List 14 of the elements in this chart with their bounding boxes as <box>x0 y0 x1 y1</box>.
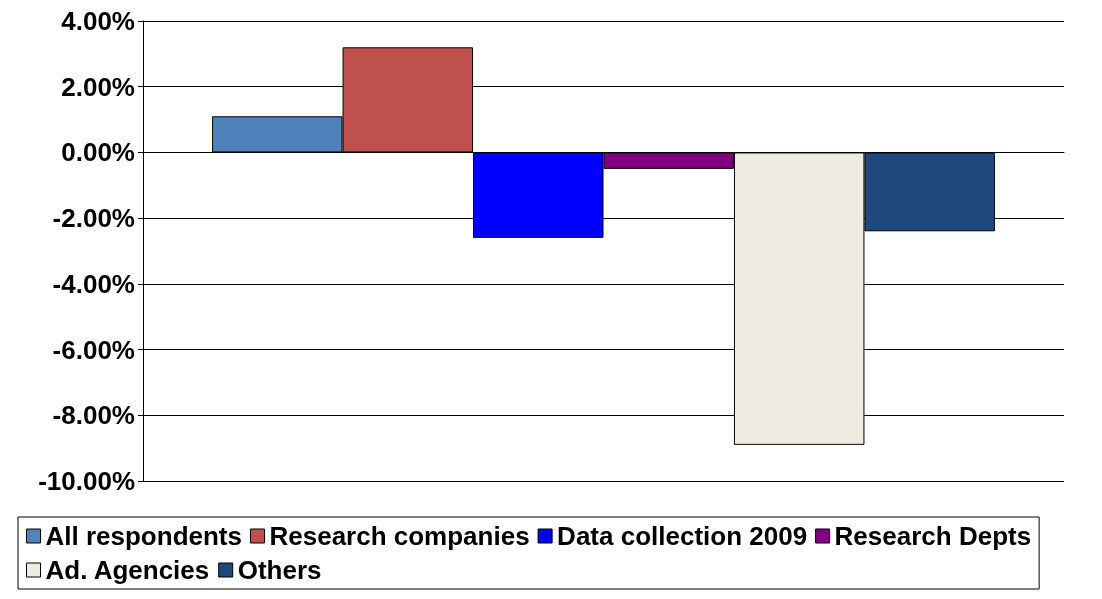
y-tick-label: 2.00% <box>61 71 135 102</box>
y-tick-label: 4.00% <box>61 6 135 36</box>
legend-label: Research Depts <box>834 521 1032 551</box>
y-tick-label: -2.00% <box>52 203 135 234</box>
y-tick-label: -4.00% <box>52 268 135 299</box>
y-tick-label: -10.00% <box>38 466 135 496</box>
y-tick-label: 0.00% <box>61 137 135 168</box>
y-tick-label: -8.00% <box>52 400 135 431</box>
legend-label: Research companies <box>269 521 530 551</box>
legend-label: Others <box>237 555 322 585</box>
legend-label: All respondents <box>45 521 242 551</box>
y-tick-label: -6.00% <box>52 334 135 365</box>
legend-label: Ad. Agencies <box>45 555 210 585</box>
legend-label: Data collection 2009 <box>557 521 808 551</box>
